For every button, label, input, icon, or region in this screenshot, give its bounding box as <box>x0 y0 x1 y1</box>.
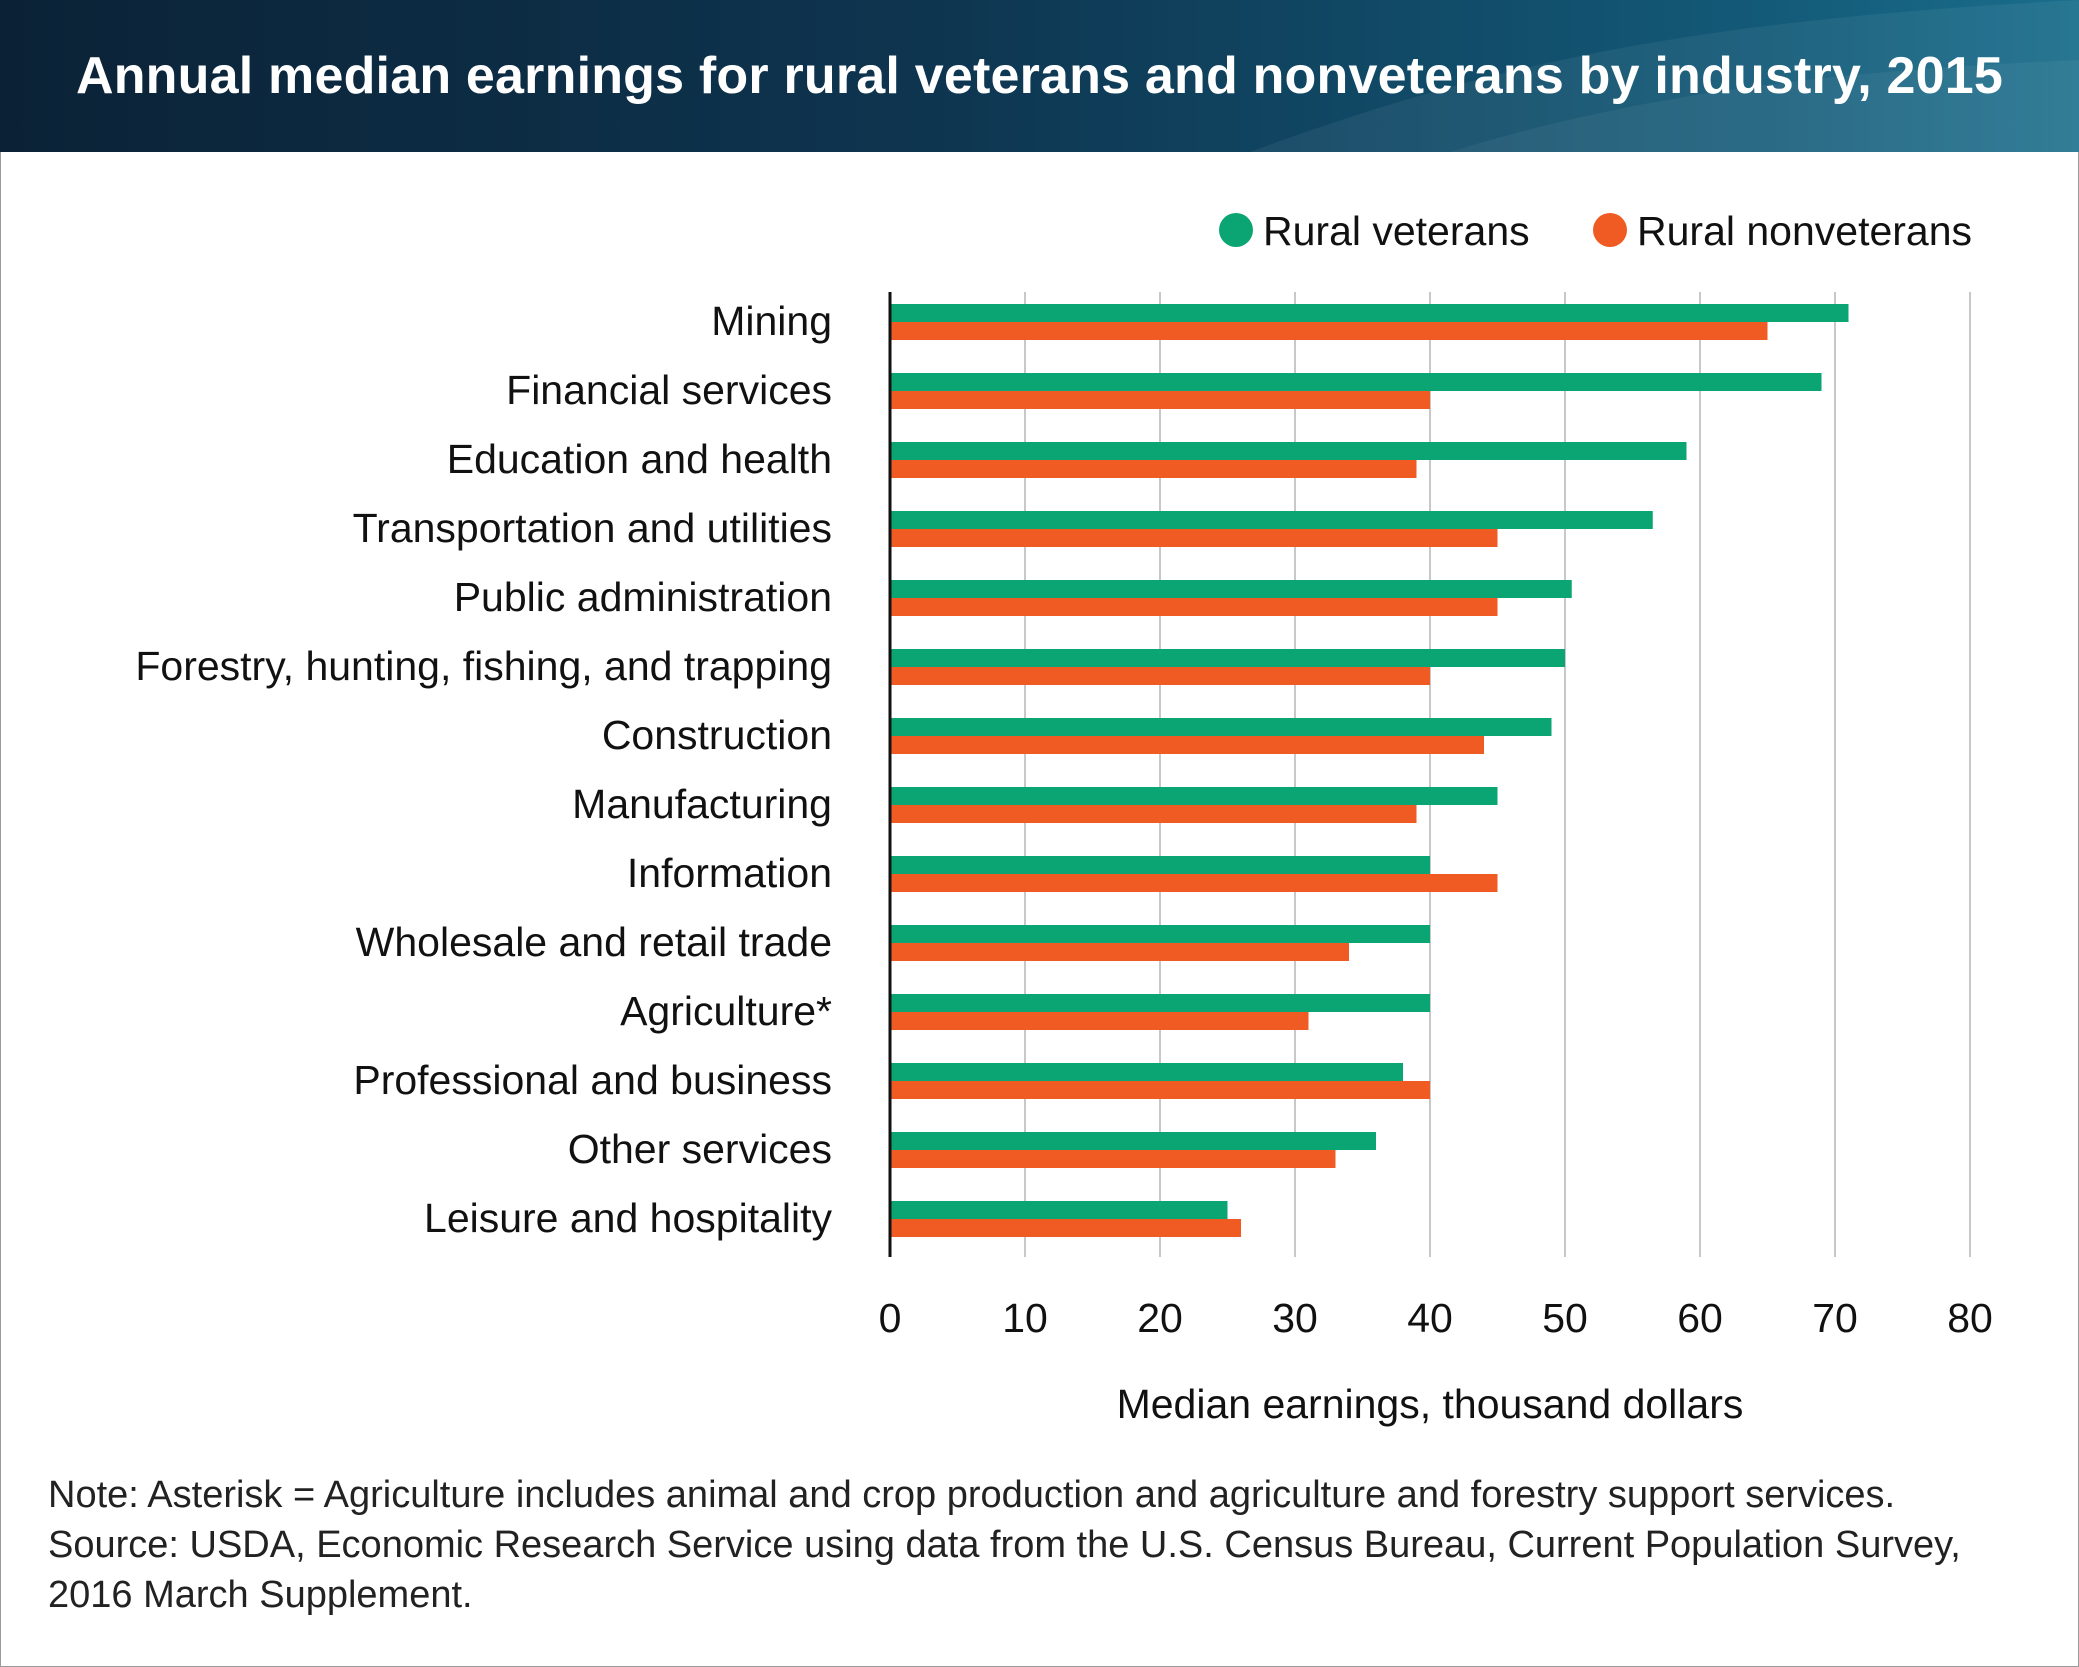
category-label: Education and health <box>447 436 832 482</box>
category-label: Transportation and utilities <box>353 505 832 551</box>
chart-title: Annual median earnings for rural veteran… <box>75 47 2004 105</box>
bar-chart: Mining Financial services Education and he… <box>135 208 1993 1427</box>
bar-veterans <box>890 511 1653 529</box>
category-label: Forestry, hunting, fishing, and trapping <box>135 643 832 689</box>
category-label: Wholesale and retail trade <box>356 919 832 965</box>
bar-nonveterans <box>890 1081 1430 1099</box>
x-axis-title: Median earnings, thousand dollars <box>1117 1381 1744 1427</box>
banner-decoration <box>1250 0 2079 152</box>
bar-veterans <box>890 580 1572 598</box>
category-label: Construction <box>602 712 832 758</box>
chart-notes: Note: Asterisk = Agriculture includes an… <box>48 1470 2038 1620</box>
category-label: Professional and business <box>353 1057 832 1103</box>
legend-label-veterans: Rural veterans <box>1263 208 1530 254</box>
x-tick-label: 20 <box>1137 1295 1183 1341</box>
bar-veterans <box>890 1063 1403 1081</box>
source-text-continued: 2016 March Supplement. <box>48 1574 473 1616</box>
bar-veterans <box>890 994 1430 1012</box>
x-tick-label: 60 <box>1677 1295 1723 1341</box>
bar-veterans <box>890 925 1430 943</box>
category-label: Leisure and hospitality <box>424 1195 832 1241</box>
bar-veterans <box>890 856 1430 874</box>
category-label: Public administration <box>454 574 832 620</box>
bar-veterans <box>890 718 1552 736</box>
bar-nonveterans <box>890 805 1417 823</box>
category-label: Other services <box>568 1126 832 1172</box>
source-text: Source: USDA, Economic Research Service … <box>48 1524 1961 1566</box>
title-banner: Annual median earnings for rural veteran… <box>0 0 2079 152</box>
legend-swatch-nonveterans <box>1593 213 1627 247</box>
bar-nonveterans <box>890 1219 1241 1237</box>
category-label: Mining <box>711 298 832 344</box>
bar-veterans <box>890 649 1565 667</box>
x-tick-label: 0 <box>879 1295 902 1341</box>
bar-veterans <box>890 304 1849 322</box>
note-text: Note: Asterisk = Agriculture includes an… <box>48 1474 1896 1516</box>
legend-label-nonveterans: Rural nonveterans <box>1637 208 1972 254</box>
x-tick-label: 80 <box>1947 1295 1993 1341</box>
bar-nonveterans <box>890 529 1498 547</box>
bar-nonveterans <box>890 322 1768 340</box>
bar-nonveterans <box>890 874 1498 892</box>
x-tick-label: 10 <box>1002 1295 1048 1341</box>
bar-nonveterans <box>890 667 1430 685</box>
bar-nonveterans <box>890 736 1484 754</box>
bar-nonveterans <box>890 1012 1309 1030</box>
bar-nonveterans <box>890 1150 1336 1168</box>
bar-nonveterans <box>890 460 1417 478</box>
x-tick-label: 50 <box>1542 1295 1588 1341</box>
bar-veterans <box>890 1132 1376 1150</box>
category-label: Manufacturing <box>572 781 832 827</box>
category-label: Financial services <box>506 367 832 413</box>
category-label: Agriculture* <box>620 988 832 1034</box>
bar-veterans <box>890 787 1498 805</box>
bar-nonveterans <box>890 943 1349 961</box>
legend-swatch-veterans <box>1219 213 1253 247</box>
bar-nonveterans <box>890 598 1498 616</box>
bar-veterans <box>890 442 1687 460</box>
bar-veterans <box>890 1201 1228 1219</box>
bar-nonveterans <box>890 391 1430 409</box>
x-tick-label: 70 <box>1812 1295 1858 1341</box>
x-tick-label: 30 <box>1272 1295 1318 1341</box>
category-label: Information <box>627 850 832 896</box>
bar-veterans <box>890 373 1822 391</box>
x-tick-label: 40 <box>1407 1295 1453 1341</box>
